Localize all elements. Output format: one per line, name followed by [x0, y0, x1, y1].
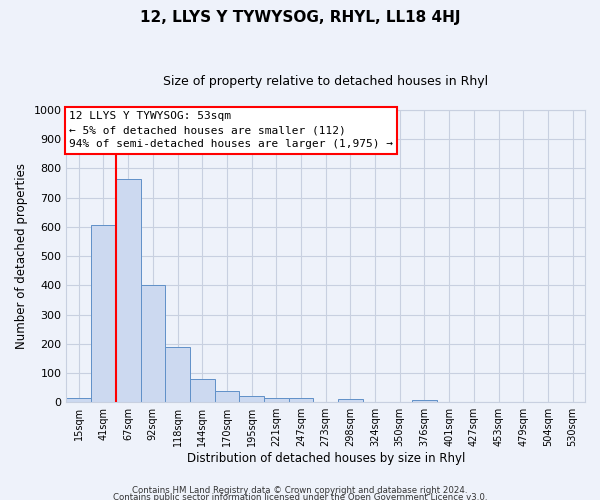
- Text: 12, LLYS Y TYWYSOG, RHYL, LL18 4HJ: 12, LLYS Y TYWYSOG, RHYL, LL18 4HJ: [140, 10, 460, 25]
- Bar: [116, 178, 140, 402]
- Bar: [215, 390, 239, 402]
- Y-axis label: Number of detached properties: Number of detached properties: [15, 163, 28, 349]
- Bar: [165, 346, 190, 402]
- Bar: [289, 398, 313, 402]
- Text: 12 LLYS Y TYWYSOG: 53sqm
← 5% of detached houses are smaller (112)
94% of semi-d: 12 LLYS Y TYWYSOG: 53sqm ← 5% of detache…: [69, 112, 393, 150]
- X-axis label: Distribution of detached houses by size in Rhyl: Distribution of detached houses by size …: [187, 452, 465, 465]
- Text: Contains public sector information licensed under the Open Government Licence v3: Contains public sector information licen…: [113, 494, 487, 500]
- Bar: [264, 398, 289, 402]
- Bar: [67, 398, 91, 402]
- Bar: [91, 225, 116, 402]
- Bar: [338, 400, 363, 402]
- Text: Contains HM Land Registry data © Crown copyright and database right 2024.: Contains HM Land Registry data © Crown c…: [132, 486, 468, 495]
- Title: Size of property relative to detached houses in Rhyl: Size of property relative to detached ho…: [163, 75, 488, 88]
- Bar: [412, 400, 437, 402]
- Bar: [140, 286, 165, 402]
- Bar: [190, 380, 215, 402]
- Bar: [239, 396, 264, 402]
